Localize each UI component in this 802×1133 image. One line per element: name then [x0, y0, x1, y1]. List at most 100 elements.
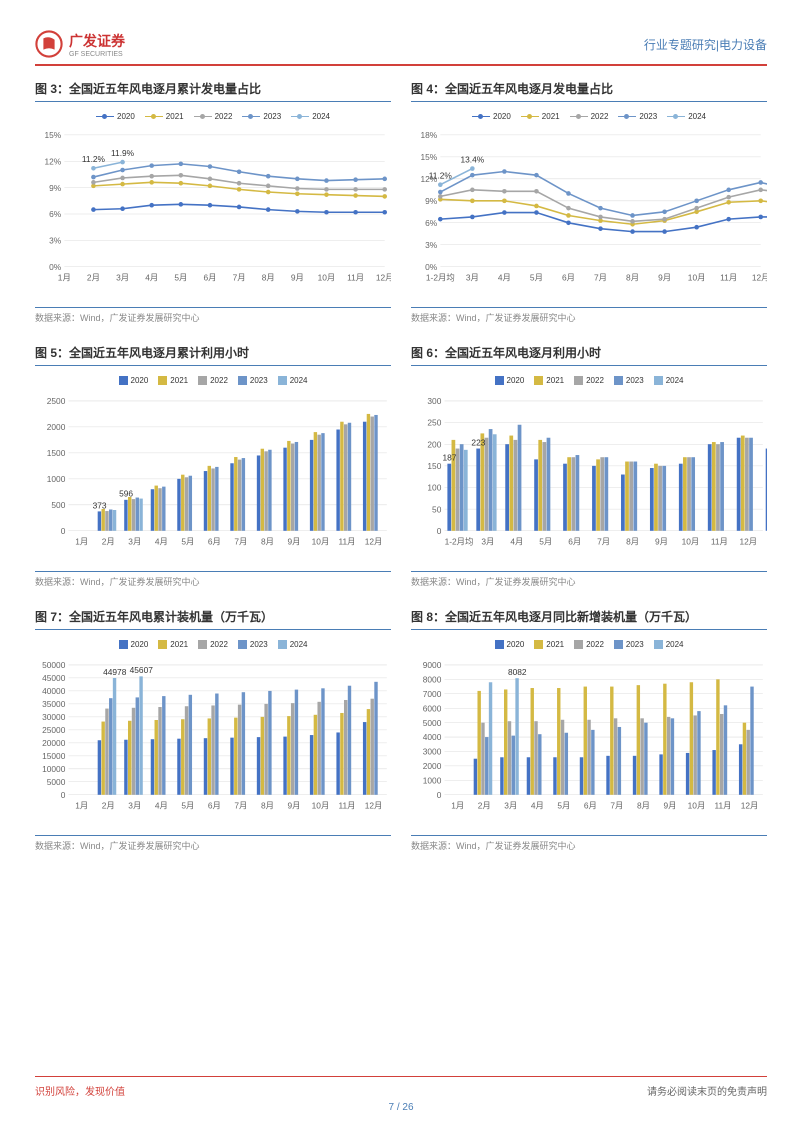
svg-text:7月: 7月 — [610, 800, 623, 810]
svg-text:44978: 44978 — [103, 667, 127, 677]
figure-6: 图 6：全国近五年风电逐月利用小时 2020202120222023202405… — [411, 344, 767, 596]
fig8-title: 图 8：全国近五年风电逐月同比新增装机量（万千瓦） — [411, 608, 767, 630]
svg-text:7月: 7月 — [597, 536, 610, 546]
svg-text:100: 100 — [427, 483, 441, 493]
svg-text:15%: 15% — [44, 130, 61, 140]
page-header: 广发证券 GF SECURITIES 行业专题研究|电力设备 — [35, 30, 767, 66]
svg-text:6月: 6月 — [562, 272, 575, 282]
logo: 广发证券 GF SECURITIES — [35, 30, 125, 58]
svg-text:11月: 11月 — [339, 536, 356, 546]
svg-text:10月: 10月 — [312, 536, 330, 546]
svg-text:0: 0 — [437, 790, 442, 800]
svg-text:11月: 11月 — [715, 800, 732, 810]
company-name: 广发证券 — [69, 31, 125, 51]
fig6-title: 图 6：全国近五年风电逐月利用小时 — [411, 344, 767, 366]
svg-text:8月: 8月 — [262, 272, 275, 282]
svg-text:11月: 11月 — [711, 536, 728, 546]
svg-text:5000: 5000 — [423, 718, 442, 728]
svg-text:7月: 7月 — [234, 800, 247, 810]
fig8-chart: 01000200030004000500060007000800090001月2… — [411, 653, 767, 813]
svg-text:12月: 12月 — [376, 272, 391, 282]
svg-text:10月: 10月 — [682, 536, 700, 546]
svg-text:2月: 2月 — [102, 800, 115, 810]
svg-text:5000: 5000 — [47, 777, 66, 787]
figure-3: 图 3：全国近五年风电逐月累计发电量占比 2020202120222023202… — [35, 80, 391, 332]
svg-text:3月: 3月 — [128, 800, 141, 810]
fig7-chart: 0500010000150002000025000300003500040000… — [35, 653, 391, 813]
figure-8: 图 8：全国近五年风电逐月同比新增装机量（万千瓦） 20202021202220… — [411, 608, 767, 860]
svg-text:25000: 25000 — [42, 725, 66, 735]
svg-text:1-2月均: 1-2月均 — [426, 272, 455, 282]
svg-text:7月: 7月 — [594, 272, 607, 282]
svg-text:0%: 0% — [425, 262, 438, 272]
page-footer: 识别风险，发现价值 请务必阅读末页的免责声明 7 / 26 — [0, 1076, 802, 1113]
svg-text:6000: 6000 — [423, 703, 442, 713]
svg-text:11月: 11月 — [339, 800, 356, 810]
svg-text:6月: 6月 — [203, 272, 216, 282]
svg-text:1月: 1月 — [58, 272, 71, 282]
svg-text:2月: 2月 — [102, 536, 115, 546]
svg-text:3月: 3月 — [128, 536, 141, 546]
svg-text:9%: 9% — [49, 183, 62, 193]
svg-text:9月: 9月 — [658, 272, 671, 282]
svg-text:200: 200 — [427, 439, 441, 449]
svg-text:10月: 10月 — [318, 272, 336, 282]
svg-text:6月: 6月 — [208, 800, 221, 810]
svg-text:8月: 8月 — [261, 800, 274, 810]
svg-text:11.9%: 11.9% — [111, 148, 135, 158]
fig8-source: 数据来源：Wind，广发证券发展研究中心 — [411, 839, 767, 852]
svg-text:4月: 4月 — [510, 536, 523, 546]
svg-text:4月: 4月 — [145, 272, 158, 282]
svg-text:1月: 1月 — [75, 800, 88, 810]
fig4-chart: 0%3%6%9%12%15%18%1-2月均3月4月5月6月7月8月9月10月1… — [411, 125, 767, 285]
svg-text:8月: 8月 — [626, 272, 639, 282]
svg-text:3000: 3000 — [423, 747, 442, 757]
svg-text:40000: 40000 — [42, 686, 66, 696]
svg-text:9月: 9月 — [655, 536, 668, 546]
company-name-en: GF SECURITIES — [69, 51, 125, 58]
svg-text:6%: 6% — [49, 209, 62, 219]
svg-text:0: 0 — [61, 790, 66, 800]
svg-text:1-2月均: 1-2月均 — [445, 536, 474, 546]
svg-text:12月: 12月 — [365, 800, 383, 810]
fig4-title: 图 4：全国近五年风电逐月发电量占比 — [411, 80, 767, 102]
fig3-source: 数据来源：Wind，广发证券发展研究中心 — [35, 311, 391, 324]
fig7-title: 图 7：全国近五年风电累计装机量（万千瓦） — [35, 608, 391, 630]
svg-text:50: 50 — [432, 504, 442, 514]
svg-text:5月: 5月 — [174, 272, 187, 282]
svg-text:223: 223 — [471, 437, 485, 447]
svg-text:45000: 45000 — [42, 673, 66, 683]
fig5-title: 图 5：全国近五年风电逐月累计利用小时 — [35, 344, 391, 366]
footer-left: 识别风险，发现价值 — [35, 1083, 125, 1098]
svg-text:13.4%: 13.4% — [461, 154, 485, 164]
svg-text:4月: 4月 — [498, 272, 511, 282]
svg-text:12月: 12月 — [740, 536, 758, 546]
svg-text:6月: 6月 — [568, 536, 581, 546]
svg-text:4月: 4月 — [531, 800, 544, 810]
svg-text:8082: 8082 — [508, 667, 527, 677]
svg-text:300: 300 — [427, 396, 441, 406]
svg-text:596: 596 — [119, 489, 133, 499]
svg-text:3月: 3月 — [504, 800, 517, 810]
svg-text:1月: 1月 — [451, 800, 464, 810]
svg-text:11.2%: 11.2% — [429, 170, 453, 180]
svg-text:10月: 10月 — [312, 800, 330, 810]
svg-text:0%: 0% — [49, 262, 62, 272]
svg-text:8月: 8月 — [261, 536, 274, 546]
svg-text:11.2%: 11.2% — [82, 154, 106, 164]
svg-text:9%: 9% — [425, 196, 438, 206]
page-number: 7 / 26 — [35, 1102, 767, 1113]
svg-text:0: 0 — [61, 526, 66, 536]
figure-5: 图 5：全国近五年风电逐月累计利用小时 20202021202220232024… — [35, 344, 391, 596]
svg-text:5月: 5月 — [539, 536, 552, 546]
svg-text:45607: 45607 — [130, 665, 154, 675]
svg-text:8000: 8000 — [423, 675, 442, 685]
svg-text:5月: 5月 — [181, 800, 194, 810]
svg-text:11月: 11月 — [720, 272, 737, 282]
svg-text:1500: 1500 — [47, 448, 66, 458]
svg-text:4月: 4月 — [155, 536, 168, 546]
svg-text:9000: 9000 — [423, 660, 442, 670]
fig7-source: 数据来源：Wind，广发证券发展研究中心 — [35, 839, 391, 852]
svg-text:2000: 2000 — [47, 422, 66, 432]
svg-text:11月: 11月 — [347, 272, 364, 282]
